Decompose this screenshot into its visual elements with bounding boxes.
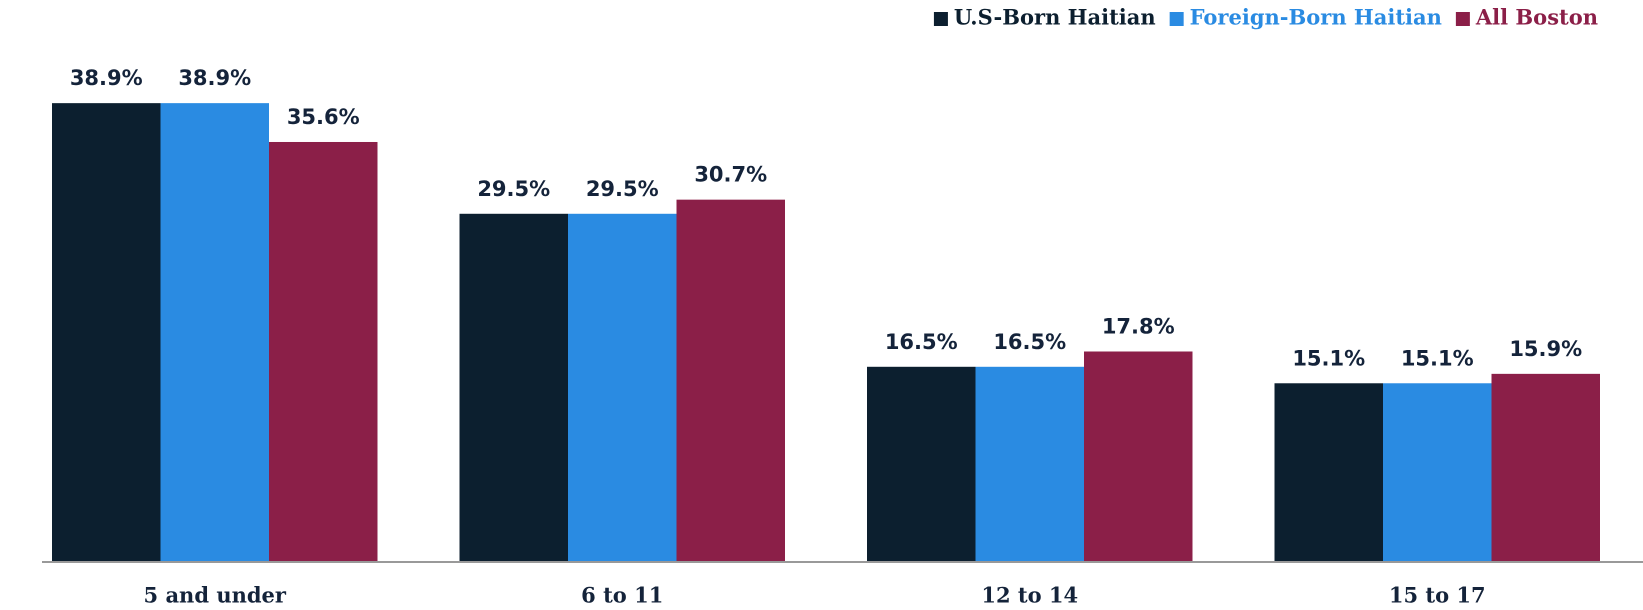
x-tick-label: 15 to 17	[1389, 583, 1486, 608]
legend-swatch	[933, 12, 948, 26]
legend-swatch	[1169, 12, 1184, 26]
value-label: 15.9%	[1509, 337, 1582, 361]
bar	[867, 366, 976, 561]
bar	[568, 213, 677, 561]
bar	[1274, 383, 1383, 561]
bar	[975, 366, 1084, 561]
value-label: 16.5%	[885, 330, 958, 354]
bar	[1491, 373, 1600, 561]
bar	[459, 213, 568, 561]
bar	[160, 103, 269, 561]
bar	[269, 141, 378, 561]
bar	[1084, 351, 1193, 561]
bar	[52, 103, 161, 561]
value-label: 38.9%	[70, 66, 143, 90]
x-tick-label: 12 to 14	[981, 583, 1078, 608]
value-label: 35.6%	[287, 105, 360, 129]
x-tick-label: 6 to 11	[581, 583, 663, 608]
bar	[676, 199, 785, 561]
value-label: 30.7%	[694, 163, 767, 187]
legend-swatch	[1455, 12, 1470, 26]
x-tick-label: 5 and under	[144, 583, 287, 608]
bar	[1383, 383, 1492, 561]
value-label: 29.5%	[477, 177, 550, 201]
legend-label: U.S-Born Haitian	[954, 5, 1156, 30]
value-label: 29.5%	[586, 177, 659, 201]
value-label: 38.9%	[178, 66, 251, 90]
value-label: 15.1%	[1401, 346, 1474, 370]
value-label: 15.1%	[1292, 346, 1365, 370]
legend-label: All Boston	[1475, 5, 1598, 30]
value-label: 17.8%	[1102, 314, 1175, 338]
value-label: 16.5%	[993, 330, 1066, 354]
legend-label: Foreign-Born Haitian	[1190, 5, 1442, 30]
